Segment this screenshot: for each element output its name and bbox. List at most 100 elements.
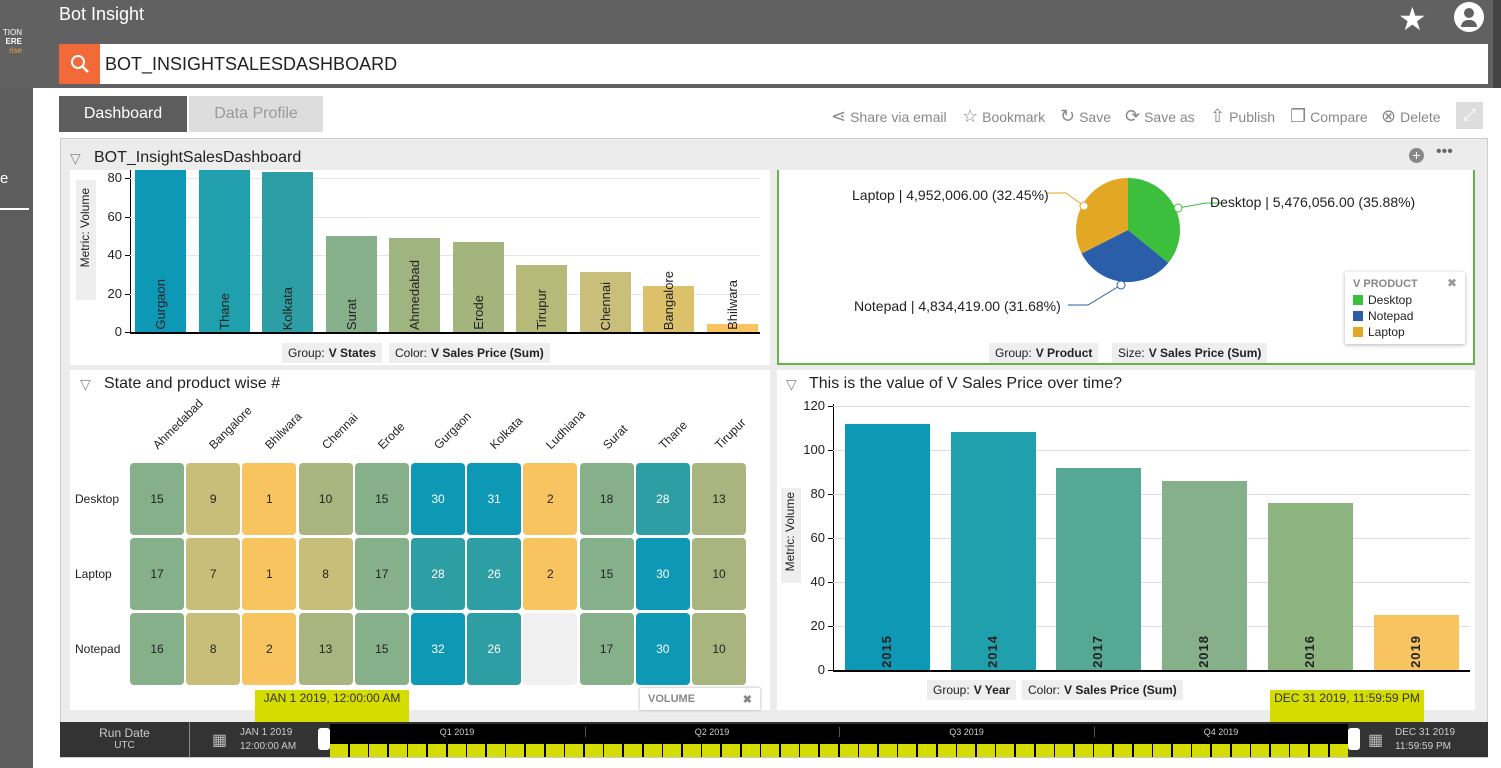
week-cell[interactable]	[682, 744, 701, 757]
week-cell[interactable]	[839, 744, 858, 757]
week-cell[interactable]	[937, 744, 956, 757]
close-icon[interactable]: ✖	[1446, 276, 1457, 290]
tab-data-profile[interactable]: Data Profile	[189, 96, 323, 132]
week-cell[interactable]	[584, 744, 603, 757]
week-cell[interactable]	[428, 744, 446, 757]
bar[interactable]	[579, 272, 631, 332]
start-drag-handle[interactable]	[318, 728, 330, 750]
heatmap-cell[interactable]: 2	[523, 463, 578, 535]
heatmap-cell[interactable]: 17	[130, 538, 184, 610]
week-cell[interactable]	[506, 744, 525, 757]
heatmap-cell[interactable]: 1	[242, 463, 297, 535]
heatmap-cell[interactable]: 30	[635, 538, 690, 610]
week-cell[interactable]	[976, 744, 995, 757]
week-cell[interactable]	[643, 744, 662, 757]
heatmap-cell[interactable]: 31	[467, 463, 522, 535]
week-cell[interactable]	[408, 744, 427, 757]
week-cell[interactable]	[1329, 744, 1348, 757]
heatmap-cell[interactable]: 1	[242, 538, 297, 610]
bar[interactable]	[1267, 502, 1353, 670]
week-cell[interactable]	[1114, 744, 1132, 757]
legend-item-desktop[interactable]: Desktop	[1345, 292, 1465, 308]
week-cell[interactable]	[1133, 744, 1152, 757]
week-cell[interactable]	[741, 744, 760, 757]
color-pill[interactable]: Color: V Sales Price (Sum)	[389, 343, 550, 363]
group-pill[interactable]: Group: V States	[282, 343, 383, 363]
pie-slice-desktop[interactable]	[1128, 178, 1180, 263]
heatmap-cell[interactable]: 10	[692, 538, 746, 610]
heatmap-cell[interactable]: 17	[579, 613, 634, 685]
bar[interactable]	[950, 432, 1036, 670]
heatmap-cell[interactable]: 2	[523, 538, 578, 610]
week-cell[interactable]	[898, 744, 917, 757]
color-pill[interactable]: Color: V Sales Price (Sum)	[1022, 680, 1183, 700]
bar[interactable]	[325, 235, 377, 332]
week-cell[interactable]	[447, 744, 466, 757]
week-cell[interactable]	[330, 744, 348, 757]
week-cell[interactable]	[1270, 744, 1289, 757]
heatmap-cell[interactable]: 15	[354, 463, 409, 535]
bookmark-button[interactable]: ☆ Bookmark	[962, 106, 1045, 127]
week-cell[interactable]	[1035, 744, 1054, 757]
week-cell[interactable]	[859, 744, 878, 757]
week-cell[interactable]	[467, 744, 486, 757]
save-button[interactable]: ↻ Save	[1060, 106, 1111, 127]
heatmap-cell[interactable]: 16	[130, 613, 184, 685]
share-via-email-button[interactable]: ⋖ Share via email	[831, 106, 947, 127]
week-cell[interactable]	[800, 744, 819, 757]
search-button[interactable]	[59, 44, 100, 84]
pie-slice-laptop[interactable]	[1076, 178, 1128, 254]
week-cell[interactable]	[1016, 744, 1034, 757]
filter-icon[interactable]: ▽	[786, 376, 797, 392]
heatmap-cell[interactable]: 9	[186, 463, 241, 535]
delete-button[interactable]: ⊗ Delete	[1381, 106, 1441, 127]
tab-dashboard[interactable]: Dashboard	[59, 96, 187, 132]
pie-slice-notepad[interactable]	[1081, 230, 1169, 282]
week-cell[interactable]	[1231, 744, 1250, 757]
heatmap-cell[interactable]: 7	[186, 538, 241, 610]
calendar-icon[interactable]: ▦	[1368, 732, 1384, 749]
heatmap-cell[interactable]: 15	[130, 463, 184, 535]
search-input[interactable]	[100, 44, 1488, 84]
week-cell[interactable]	[1251, 744, 1270, 757]
heatmap-cell[interactable]: 10	[692, 613, 746, 685]
save-as-button[interactable]: ⟳ Save as	[1125, 106, 1195, 127]
filter-icon[interactable]: ▽	[80, 376, 91, 392]
bar[interactable]	[262, 172, 313, 332]
week-cell[interactable]	[878, 744, 897, 757]
close-icon[interactable]: ✖	[742, 694, 752, 706]
heatmap-cell[interactable]: 8	[186, 613, 241, 685]
bar[interactable]	[198, 170, 250, 332]
heatmap-cell[interactable]: 26	[467, 538, 522, 610]
heatmap-cell[interactable]: 17	[354, 538, 409, 610]
legend-item-notepad[interactable]: Notepad	[1345, 308, 1465, 324]
bar[interactable]	[135, 170, 186, 332]
publish-button[interactable]: ⇧ Publish	[1210, 106, 1275, 127]
heatmap-cell[interactable]: 30	[635, 613, 690, 685]
week-cell[interactable]	[1310, 744, 1328, 757]
add-widget-icon[interactable]: +	[1409, 148, 1424, 163]
week-cell[interactable]	[1212, 744, 1230, 757]
week-cell[interactable]	[1290, 744, 1309, 757]
week-cell[interactable]	[820, 744, 838, 757]
user-avatar-icon[interactable]	[1454, 2, 1484, 32]
week-cell[interactable]	[545, 744, 564, 757]
group-pill[interactable]: Group: V Product	[989, 343, 1099, 363]
end-date-tooltip[interactable]: DEC 31 2019, 11:59:59 PM	[1270, 690, 1424, 722]
heatmap-cell[interactable]: 10	[298, 463, 353, 535]
legend-item-laptop[interactable]: Laptop	[1345, 324, 1465, 340]
week-cell[interactable]	[1094, 744, 1113, 757]
heatmap-cell[interactable]: 26	[467, 613, 522, 685]
heatmap-cell[interactable]	[523, 613, 578, 685]
week-cell[interactable]	[1172, 744, 1191, 757]
bar[interactable]	[643, 285, 694, 332]
week-cell[interactable]	[369, 744, 388, 757]
bar[interactable]	[516, 264, 567, 332]
end-drag-handle[interactable]	[1348, 728, 1360, 750]
filter-icon[interactable]: ▽	[70, 150, 81, 166]
week-cell[interactable]	[604, 744, 623, 757]
week-cell[interactable]	[349, 744, 368, 757]
week-cell[interactable]	[565, 744, 584, 757]
week-cell[interactable]	[1074, 744, 1093, 757]
week-cell[interactable]	[624, 744, 642, 757]
